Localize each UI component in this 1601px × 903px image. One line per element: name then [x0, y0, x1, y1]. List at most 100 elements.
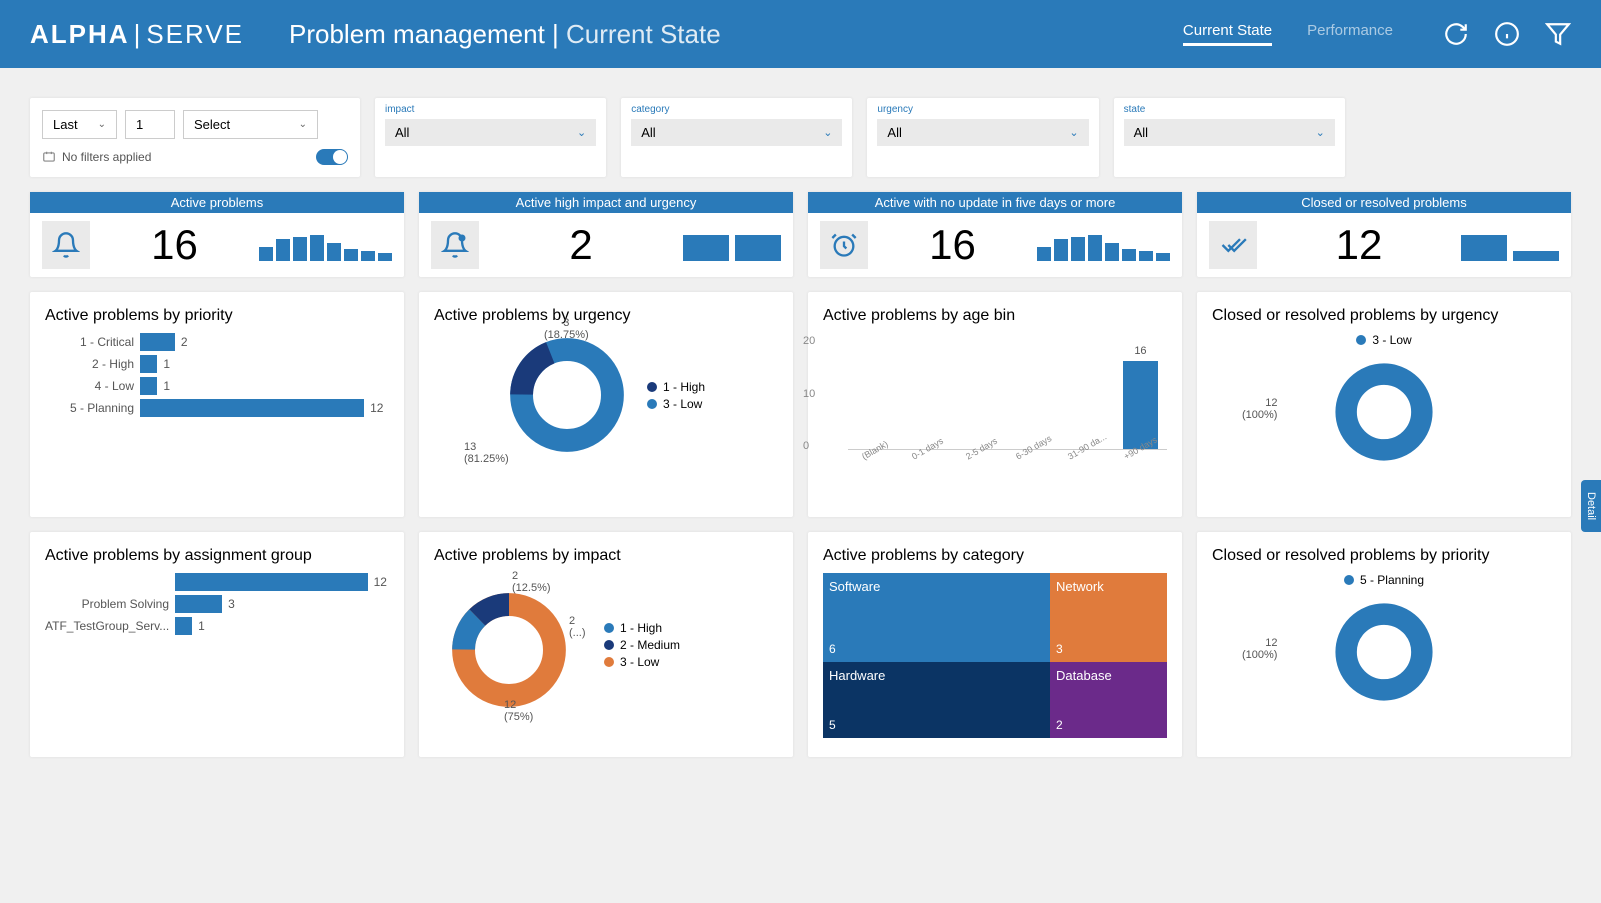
chart-agebin[interactable]: Active problems by age bin 20 10 0 (Blan…	[808, 292, 1182, 517]
legend-dot	[647, 399, 657, 409]
urgency-bottom-label: 13 (81.25%)	[464, 441, 509, 465]
treemap-label: Hardware	[829, 668, 1044, 683]
slicer-urgency: urgency All⌄	[867, 98, 1098, 177]
info-icon[interactable]	[1494, 21, 1520, 47]
priority-bars: 1 - Critical 2 2 - High 1 4 - Low 1 5 - …	[45, 333, 389, 417]
impact-right-label: 2 (...)	[569, 615, 586, 639]
kpi-closed[interactable]: Closed or resolved problems 12	[1197, 192, 1571, 277]
bar-row: ATF_TestGroup_Serv... 1	[45, 617, 389, 635]
slicer-category-dropdown[interactable]: All⌄	[631, 119, 842, 146]
page-title: Problem management | Current State	[289, 19, 721, 50]
logo-divider: |	[134, 19, 143, 49]
chart-closed-urgency[interactable]: Closed or resolved problems by urgency 3…	[1197, 292, 1571, 517]
legend-label: 3 - Low	[663, 397, 702, 411]
filter-icon[interactable]	[1545, 21, 1571, 47]
chart-assignment-title: Active problems by assignment group	[45, 547, 389, 565]
logo-bold: ALPHA	[30, 19, 130, 49]
filter-last-dropdown[interactable]: Last⌄	[42, 110, 117, 139]
bar-row: 4 - Low 1	[45, 377, 389, 395]
content-area: Last⌄ 1 Select⌄ No filters applied impac…	[0, 68, 1601, 802]
treemap-value: 5	[829, 718, 1044, 732]
header-icons	[1443, 21, 1571, 47]
bar-value: 12	[370, 401, 383, 415]
treemap-label: Software	[829, 579, 1044, 594]
spacer	[1360, 98, 1571, 177]
kpi-high-value: 2	[494, 221, 668, 269]
impact-legend: 1 - High2 - Medium3 - Low	[604, 618, 680, 672]
closed-priority-legend: 5 - Planning	[1212, 573, 1556, 587]
bar-value: 2	[181, 335, 188, 349]
kpi-high-impact[interactable]: Active high impact and urgency 2	[419, 192, 793, 277]
agebin-ytick-0: 0	[803, 440, 809, 452]
bar-track: 1	[140, 377, 389, 395]
detail-tab[interactable]: Detail	[1581, 480, 1601, 532]
bar-value: 3	[228, 597, 235, 611]
legend-item: 3 - Low	[647, 397, 705, 411]
kpi-active-value: 16	[105, 221, 244, 269]
chart-priority[interactable]: Active problems by priority 1 - Critical…	[30, 292, 404, 517]
kpi-no-update[interactable]: Active with no update in five days or mo…	[808, 192, 1182, 277]
filter-last-label: Last	[53, 117, 78, 132]
urgency-donut	[507, 335, 627, 455]
kpi-noupdate-value: 16	[883, 221, 1022, 269]
spark-bar	[1088, 235, 1102, 261]
alert-icon	[431, 221, 479, 269]
chart-category[interactable]: Active problems by category Software6Net…	[808, 532, 1182, 757]
slicer-state-value: All	[1134, 125, 1148, 140]
spark-bar	[1156, 253, 1170, 261]
treemap-value: 2	[1056, 718, 1161, 732]
filter-clear-icon	[42, 150, 56, 164]
bar-value: 1	[198, 619, 205, 633]
bar-fill	[140, 355, 157, 373]
closed-urgency-legend: 3 - Low	[1212, 333, 1556, 347]
treemap-cell[interactable]: Software6	[823, 573, 1050, 662]
tab-performance[interactable]: Performance	[1307, 22, 1393, 46]
legend-dot	[604, 657, 614, 667]
slicer-state: state All⌄	[1114, 98, 1345, 177]
bar-label: Problem Solving	[45, 597, 175, 611]
agebin-xlabel: 0-1 days	[910, 436, 945, 462]
slicer-state-dropdown[interactable]: All⌄	[1124, 119, 1335, 146]
bar-fill	[140, 399, 364, 417]
chart-closed-urgency-title: Closed or resolved problems by urgency	[1212, 307, 1556, 325]
spark-bar	[276, 239, 290, 261]
treemap-label: Database	[1056, 668, 1161, 683]
legend-item: 5 - Planning	[1212, 573, 1556, 587]
filter-toggle[interactable]	[316, 149, 348, 165]
bar-value: 1	[163, 357, 170, 371]
spark-bar	[1054, 239, 1068, 261]
kpi-high-spark	[683, 229, 781, 261]
agebin-ytick-10: 10	[803, 388, 815, 400]
bar-value: 12	[374, 575, 387, 589]
treemap-cell[interactable]: Database 2	[1050, 662, 1167, 738]
chart-closed-priority-title: Closed or resolved problems by priority	[1212, 547, 1556, 565]
chart-impact-title: Active problems by impact	[434, 547, 778, 565]
slicer-impact-dropdown[interactable]: All⌄	[385, 119, 596, 146]
logo: ALPHA|SERVE	[30, 19, 244, 50]
chart-urgency[interactable]: Active problems by urgency 3 (18.75%) 13…	[419, 292, 793, 517]
chart-impact[interactable]: Active problems by impact 2 (12.5%) 2 (.…	[419, 532, 793, 757]
check-icon	[1209, 221, 1257, 269]
kpi-row: Active problems 16 Active high impact an…	[30, 192, 1571, 277]
bar-value: 1	[163, 379, 170, 393]
bar-row: 5 - Planning 12	[45, 399, 389, 417]
filter-number-input[interactable]: 1	[125, 110, 175, 139]
agebin-xlabel: (Blank)	[860, 439, 890, 462]
slicer-category: category All⌄	[621, 98, 852, 177]
chart-urgency-title: Active problems by urgency	[434, 307, 778, 325]
tab-current-state[interactable]: Current State	[1183, 22, 1272, 46]
bar-fill	[140, 333, 175, 351]
kpi-active-problems[interactable]: Active problems 16	[30, 192, 404, 277]
treemap-cell[interactable]: Hardware 5	[823, 662, 1050, 738]
refresh-icon[interactable]	[1443, 21, 1469, 47]
spark-bar	[1037, 247, 1051, 261]
filter-select-dropdown[interactable]: Select⌄	[183, 110, 318, 139]
treemap-cell[interactable]: Network3	[1050, 573, 1167, 662]
chart-row-2: Active problems by assignment group 12 P…	[30, 532, 1571, 757]
chart-assignment[interactable]: Active problems by assignment group 12 P…	[30, 532, 404, 757]
slicer-urgency-dropdown[interactable]: All⌄	[877, 119, 1088, 146]
kpi-noupdate-title: Active with no update in five days or mo…	[808, 192, 1182, 213]
legend-label: 5 - Planning	[1360, 573, 1424, 587]
agebin-xlabel: 6-30 days	[1014, 433, 1053, 461]
chart-closed-priority[interactable]: Closed or resolved problems by priority …	[1197, 532, 1571, 757]
